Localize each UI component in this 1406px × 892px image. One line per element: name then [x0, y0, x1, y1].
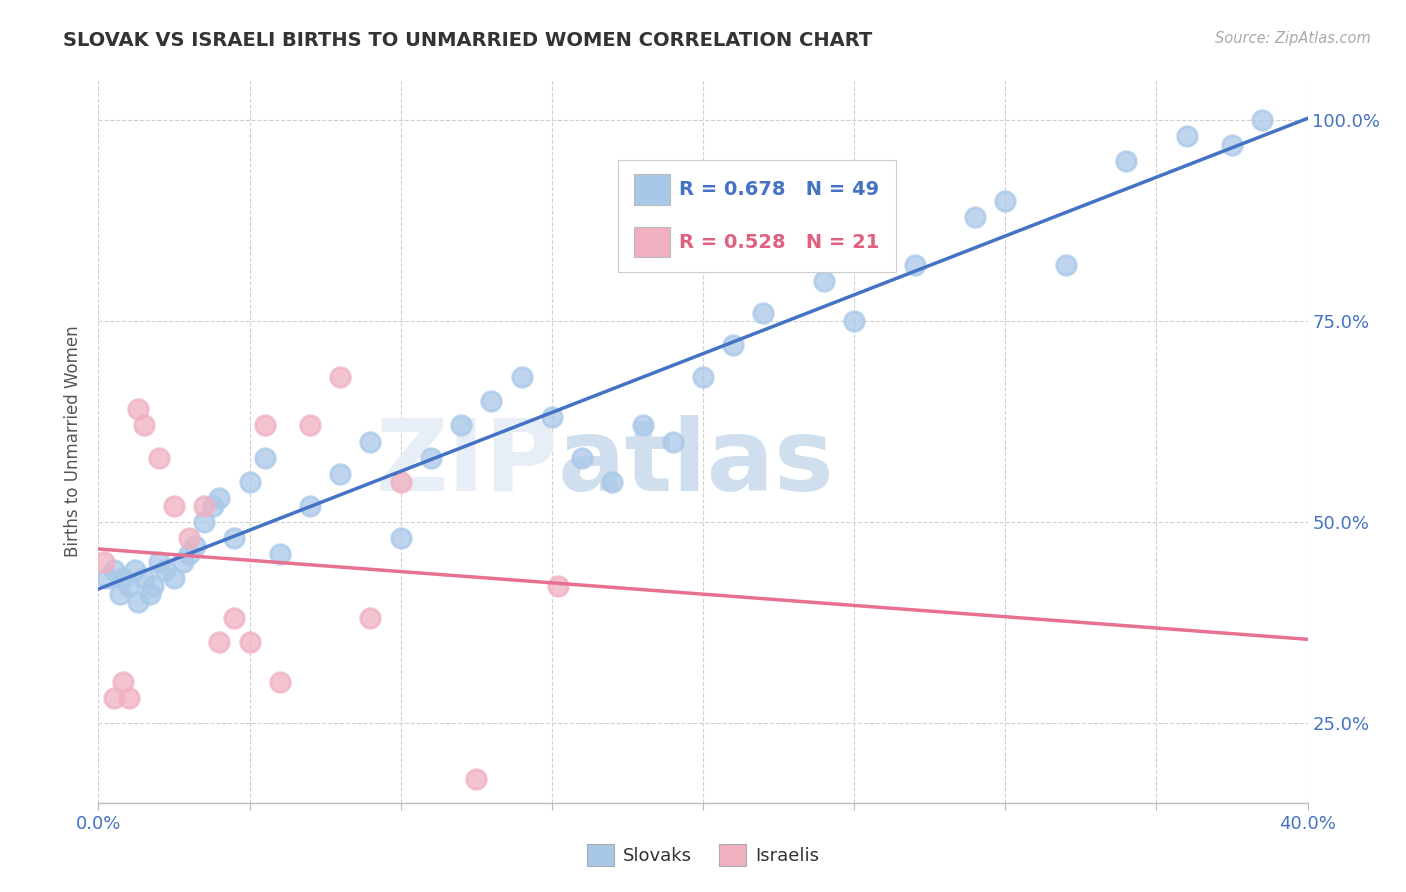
Point: [1175, 129, 1198, 144]
Point: [127, 402, 149, 417]
Point: [1054, 258, 1077, 272]
Point: [420, 450, 443, 465]
Point: [179, 547, 201, 561]
Point: [661, 434, 683, 449]
Point: [127, 595, 149, 609]
Point: [994, 194, 1017, 208]
Point: [752, 306, 775, 320]
Point: [692, 370, 714, 384]
Point: [1220, 137, 1243, 152]
Text: atlas: atlas: [558, 415, 835, 512]
Text: Source: ZipAtlas.com: Source: ZipAtlas.com: [1215, 31, 1371, 46]
Point: [465, 772, 488, 786]
Text: R = 0.678   N = 49: R = 0.678 N = 49: [679, 180, 879, 199]
Point: [481, 394, 503, 409]
Point: [163, 499, 186, 513]
Point: [965, 210, 987, 224]
Point: [844, 314, 866, 328]
Point: [269, 547, 291, 561]
Point: [723, 338, 745, 352]
Point: [602, 475, 624, 489]
Point: [813, 274, 835, 288]
Point: [360, 434, 382, 449]
Point: [172, 555, 194, 569]
Y-axis label: Births to Unmarried Women: Births to Unmarried Women: [65, 326, 83, 558]
Point: [118, 579, 141, 593]
Point: [111, 675, 134, 690]
Point: [389, 475, 412, 489]
Point: [93, 555, 115, 569]
Point: [450, 418, 472, 433]
Point: [202, 499, 225, 513]
Point: [360, 611, 382, 625]
Point: [208, 635, 231, 649]
Point: [184, 539, 207, 553]
Point: [547, 579, 569, 593]
Point: [224, 611, 246, 625]
Point: [329, 370, 352, 384]
FancyBboxPatch shape: [634, 174, 671, 204]
Point: [124, 563, 146, 577]
Point: [193, 499, 215, 513]
Point: [148, 450, 170, 465]
Point: [1115, 153, 1137, 168]
Point: [103, 563, 125, 577]
FancyBboxPatch shape: [619, 160, 897, 272]
Point: [103, 691, 125, 706]
Point: [193, 515, 215, 529]
Point: [139, 587, 162, 601]
Point: [224, 531, 246, 545]
Point: [142, 579, 165, 593]
Text: R = 0.528   N = 21: R = 0.528 N = 21: [679, 233, 879, 252]
Legend: Slovaks, Israelis: Slovaks, Israelis: [579, 837, 827, 873]
Point: [179, 531, 201, 545]
Point: [389, 531, 412, 545]
Point: [299, 499, 322, 513]
Point: [571, 450, 593, 465]
Point: [132, 571, 155, 585]
Point: [904, 258, 927, 272]
Point: [208, 491, 231, 505]
Point: [299, 418, 322, 433]
Text: SLOVAK VS ISRAELI BIRTHS TO UNMARRIED WOMEN CORRELATION CHART: SLOVAK VS ISRAELI BIRTHS TO UNMARRIED WO…: [63, 31, 873, 50]
FancyBboxPatch shape: [634, 227, 671, 257]
Point: [1251, 113, 1274, 128]
Point: [153, 563, 176, 577]
Point: [631, 418, 654, 433]
Point: [96, 571, 118, 585]
Point: [118, 691, 141, 706]
Point: [329, 467, 352, 481]
Point: [132, 418, 155, 433]
Point: [111, 571, 134, 585]
Point: [253, 450, 276, 465]
Point: [239, 635, 262, 649]
Point: [239, 475, 262, 489]
Point: [148, 555, 170, 569]
Point: [540, 410, 562, 425]
Point: [163, 571, 186, 585]
Point: [108, 587, 131, 601]
Point: [269, 675, 291, 690]
Point: [253, 418, 276, 433]
Text: ZIP: ZIP: [375, 415, 558, 512]
Point: [510, 370, 533, 384]
